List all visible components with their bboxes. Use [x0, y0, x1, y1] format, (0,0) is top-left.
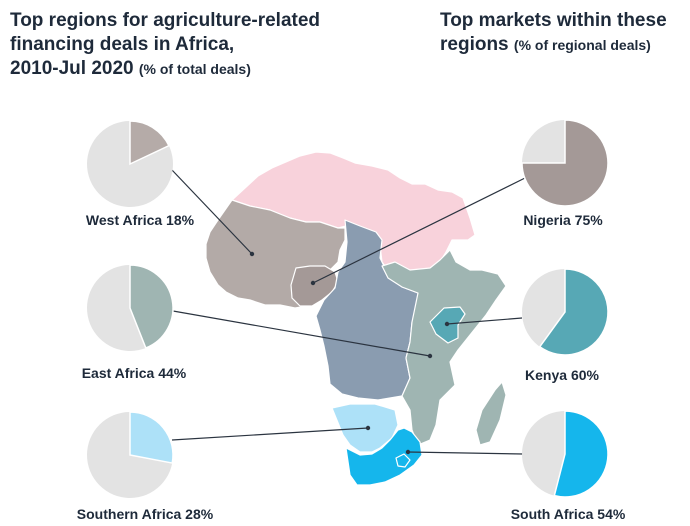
pie-charts: West Africa 18% East Africa 44% Southern A… [77, 119, 626, 522]
west-africa-pie-label: West Africa 18% [86, 212, 195, 228]
east-africa-pie-label: East Africa 44% [82, 365, 187, 381]
madagascar-island [475, 381, 507, 446]
right-title-line-2: regions (% of regional deals) [440, 33, 685, 57]
left-title-period: 2010-Jul 2020 [10, 58, 134, 79]
africa-map [205, 151, 507, 486]
southern-africa-leader-dot [365, 425, 371, 431]
lesotho-enclave [395, 453, 411, 468]
left-title-line-2: financing deals in Africa, [10, 34, 235, 55]
right-title-word: regions [440, 34, 509, 55]
kenya-pie-slice [538, 268, 609, 356]
east-africa-leader-dot [427, 353, 433, 359]
east-africa-leader-line [172, 310, 431, 357]
left-title-line-3: 2010-Jul 2020 (% of total deals) [10, 57, 350, 81]
nigeria-pie-label: Nigeria 75% [523, 212, 603, 228]
southern-africa-pie-label: Southern Africa 28% [77, 506, 214, 522]
right-title: Top markets within these regions (% of r… [440, 9, 685, 57]
left-title-line-1: Top regions for agriculture-related [10, 10, 321, 31]
right-title-subtitle: (% of regional deals) [513, 37, 651, 53]
west-africa-pie-slice [129, 120, 170, 166]
left-title-subtitle: (% of total deals) [138, 61, 251, 77]
right-title-line-1: Top markets within these [440, 10, 667, 31]
leader-lines [171, 169, 526, 455]
kenya-leader-dot [444, 321, 450, 327]
south-africa-region [345, 427, 423, 486]
kenya-leader-line [446, 317, 523, 325]
left-title: Top regions for agriculture-related fina… [10, 9, 350, 81]
south-africa-leader-line [407, 451, 524, 455]
south-africa-leader-dot [405, 449, 411, 455]
south-africa-pie-slice [553, 410, 609, 498]
southern-africa-leader-line [171, 427, 369, 441]
southern-africa-pie-slice [129, 411, 174, 464]
kenya-pie-label: Kenya 60% [525, 367, 599, 383]
south-africa-pie-label: South Africa 54% [511, 506, 626, 522]
east-africa-pie-slice [129, 264, 174, 349]
nigeria-leader-dot [310, 280, 316, 286]
west-africa-leader-dot [249, 251, 255, 257]
east-africa-region [381, 249, 507, 446]
nigeria-leader-line [312, 177, 526, 284]
nigeria-pie-slice [521, 119, 609, 207]
west-africa-leader-line [171, 169, 253, 255]
